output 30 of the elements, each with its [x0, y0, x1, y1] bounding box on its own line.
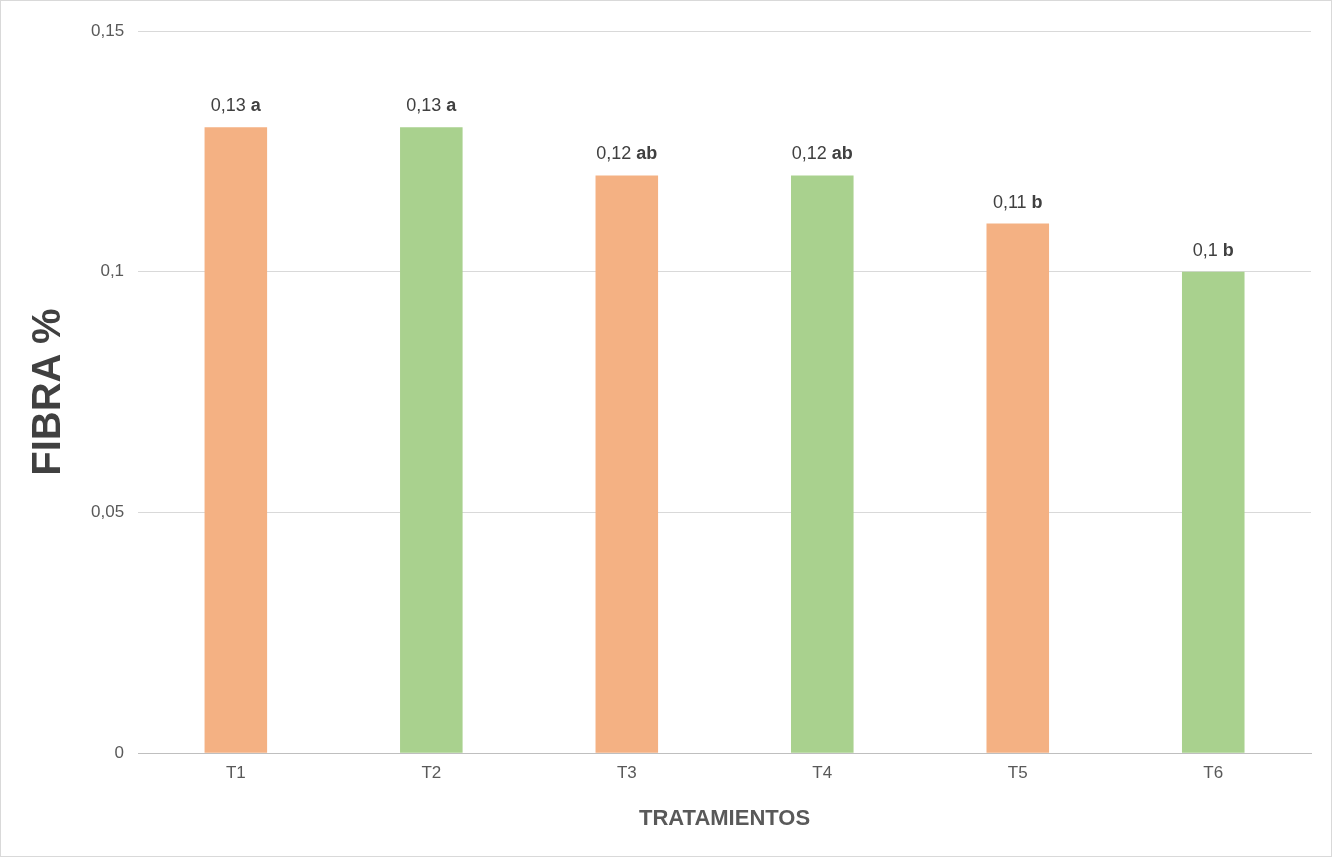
- bar: [400, 127, 463, 753]
- bar: [204, 127, 268, 753]
- bar: [791, 175, 854, 753]
- y-tick-label: 0,1: [100, 261, 125, 281]
- data-label: 0,13: [210, 95, 246, 116]
- y-tick-label: 0,05: [90, 502, 125, 522]
- y-axis-title: FIBRA %: [24, 308, 69, 476]
- x-tick-label: T6: [1203, 763, 1224, 783]
- x-tick-label: T2: [421, 763, 442, 783]
- bar: [595, 175, 659, 753]
- annotation: a: [446, 95, 458, 116]
- x-tick-label: T1: [225, 763, 246, 783]
- y-tick-label: 0,15: [90, 20, 125, 40]
- data-label: 0,12: [596, 143, 632, 164]
- data-label: 0,12: [791, 143, 827, 164]
- x-tick-label: T3: [616, 763, 637, 783]
- bar: [986, 223, 1050, 753]
- data-label: 0,13: [406, 95, 442, 116]
- annotation: ab: [831, 143, 853, 164]
- annotation: b: [1222, 239, 1234, 260]
- annotation: ab: [636, 143, 658, 164]
- y-tick-label: 0: [114, 742, 125, 762]
- data-label: 0,11: [992, 191, 1027, 212]
- annotation: b: [1031, 191, 1043, 212]
- x-tick-label: T5: [1007, 763, 1028, 783]
- data-label: 0,1: [1192, 239, 1218, 260]
- x-axis-title: TRATAMIENTOS: [638, 804, 811, 830]
- x-tick-label: T4: [812, 763, 833, 783]
- bar: [1181, 271, 1245, 753]
- annotation: a: [250, 95, 262, 116]
